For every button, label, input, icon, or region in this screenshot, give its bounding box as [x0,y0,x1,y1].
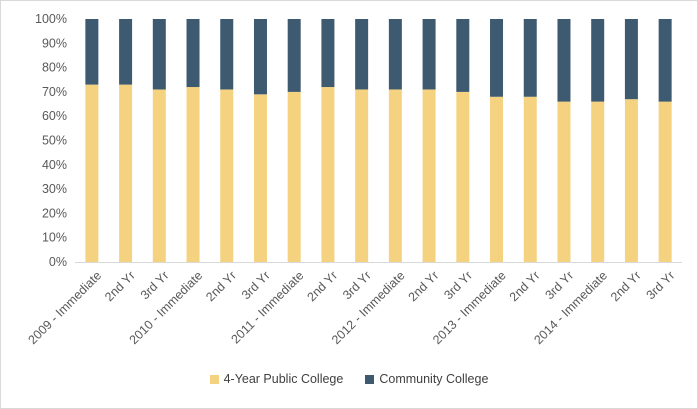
legend-swatch-community [365,374,375,384]
stacked-bar-chart: 0% 10% 20% 30% 40% 50% 60% 70% 80% 90% 100% 2009 - … [25,12,682,347]
bar-community-college [220,19,234,90]
bar-4-year-public [119,84,133,262]
legend-item-4-year: 4-Year Public College [209,372,344,386]
bar-community-college [253,19,267,95]
bar-4-year-public [220,89,234,262]
y-tick-label: 30% [42,182,67,196]
bar-4-year-public [557,101,571,263]
bar-4-year-public [186,87,200,262]
y-tick-label: 80% [42,61,67,75]
chart-legend: 4-Year Public College Community College [0,372,698,386]
bar-community-college [321,19,335,88]
bar-community-college [456,19,470,92]
y-tick-label: 50% [42,134,67,148]
bar-community-college [287,19,301,92]
bar-community-college [557,19,571,102]
bar-4-year-public [152,89,166,262]
y-tick-label: 70% [42,85,67,99]
bar-community-college [624,19,638,100]
bar-4-year-public [85,84,99,262]
bar-community-college [388,19,402,90]
legend-item-community: Community College [365,372,488,386]
bar-community-college [355,19,369,90]
bar-community-college [119,19,133,85]
x-tick-label: 3rd Yr [644,268,678,302]
x-tick-label: 2nd Yr [304,268,340,304]
bar-4-year-public [658,101,672,263]
y-tick-label: 100% [35,12,67,26]
y-tick-label: 90% [42,36,67,50]
legend-label-community: Community College [379,372,489,386]
bar-4-year-public [422,89,436,262]
bar-community-college [591,19,605,102]
bar-community-college [658,19,672,102]
bar-4-year-public [523,96,537,262]
bar-community-college [85,19,99,85]
bar-4-year-public [388,89,402,262]
bar-4-year-public [624,99,638,262]
bar-community-college [523,19,537,97]
y-tick-label: 20% [42,206,67,220]
y-tick-label: 0% [49,255,67,269]
x-tick-label: 2nd Yr [102,268,138,304]
bar-4-year-public [591,101,605,263]
x-tick-label: 2nd Yr [507,268,543,304]
x-tick-label: 2nd Yr [203,268,239,304]
x-tick-label: 2nd Yr [608,268,644,304]
y-tick-label: 40% [42,158,67,172]
legend-swatch-4-year [209,374,219,384]
y-tick-label: 10% [42,231,67,245]
bar-4-year-public [490,96,504,262]
bar-community-college [186,19,200,88]
bar-4-year-public [456,91,470,263]
x-tick-label: 2nd Yr [406,268,442,304]
bar-community-college [490,19,504,97]
y-tick-label: 60% [42,109,67,123]
legend-label-4-year: 4-Year Public College [223,372,344,386]
bar-4-year-public [287,91,301,263]
bar-4-year-public [355,89,369,262]
bar-community-college [152,19,166,90]
bar-4-year-public [321,87,335,262]
bar-community-college [422,19,436,90]
x-tick-label: 2009 - Immediate [25,268,104,347]
bar-4-year-public [253,94,267,262]
